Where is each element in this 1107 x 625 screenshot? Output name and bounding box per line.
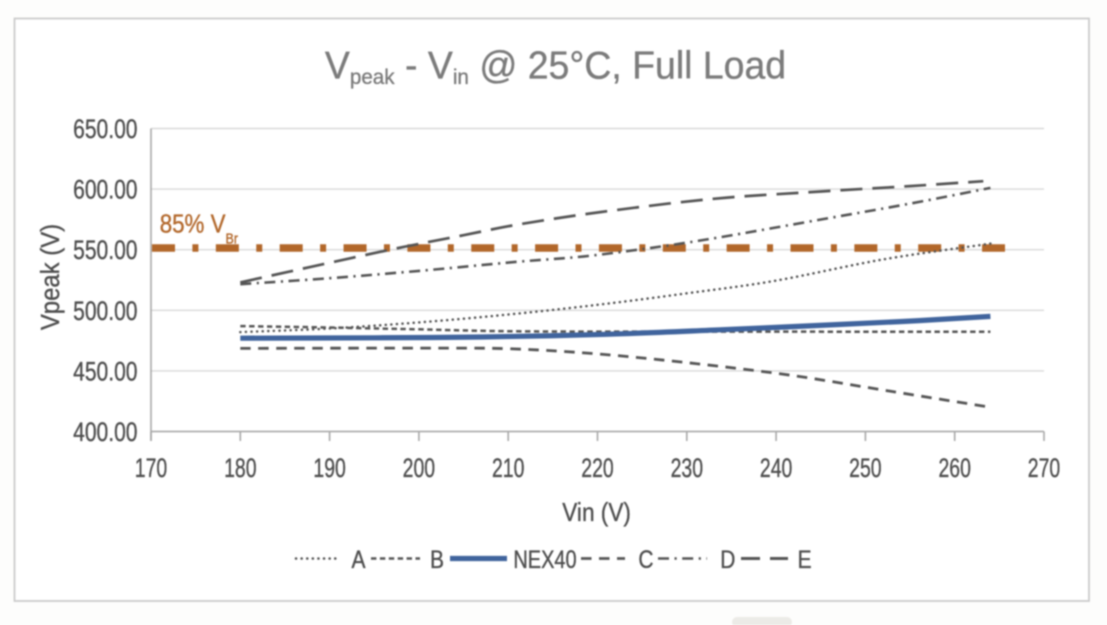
svg-text:450.00: 450.00: [73, 357, 137, 387]
svg-text:Vpeak (V): Vpeak (V): [36, 224, 65, 330]
svg-text:NEX40: NEX40: [513, 546, 576, 574]
svg-text:600.00: 600.00: [73, 175, 137, 205]
svg-text:550.00: 550.00: [73, 236, 137, 266]
svg-text:650.00: 650.00: [73, 115, 137, 145]
svg-text:250: 250: [849, 453, 881, 483]
svg-text:B: B: [430, 545, 444, 573]
svg-text:190: 190: [313, 453, 345, 483]
svg-text:400.00: 400.00: [73, 418, 137, 448]
svg-text:210: 210: [492, 453, 524, 483]
svg-text:170: 170: [135, 453, 167, 483]
svg-text:Vpeak - Vin @ 25°C, Full Load: Vpeak - Vin @ 25°C, Full Load: [325, 44, 786, 89]
svg-text:270: 270: [1028, 453, 1060, 483]
svg-text:230: 230: [671, 453, 703, 483]
svg-text:500.00: 500.00: [73, 296, 137, 326]
svg-text:180: 180: [224, 453, 256, 483]
svg-text:200: 200: [403, 453, 435, 483]
svg-text:C: C: [638, 545, 653, 573]
svg-text:Vin (V): Vin (V): [562, 499, 631, 528]
svg-text:260: 260: [938, 453, 970, 483]
svg-text:240: 240: [760, 453, 792, 483]
svg-text:A: A: [351, 545, 366, 573]
svg-text:E: E: [798, 545, 812, 573]
svg-text:220: 220: [581, 453, 613, 483]
svg-text:D: D: [720, 545, 735, 573]
